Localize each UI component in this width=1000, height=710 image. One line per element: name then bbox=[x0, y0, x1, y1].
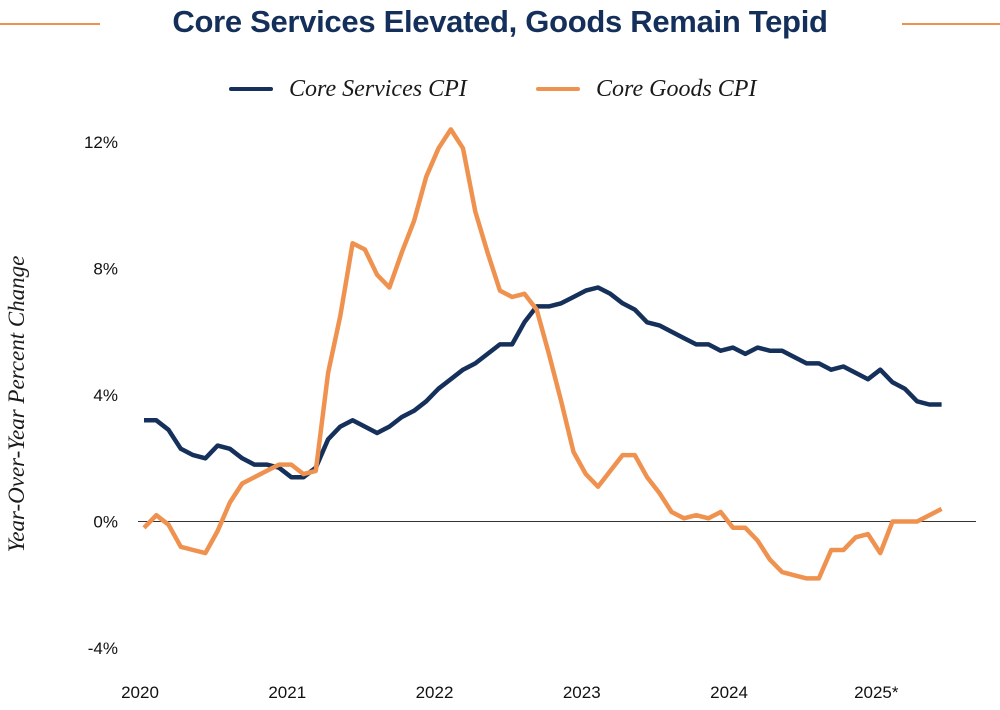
legend-swatch-core-services bbox=[229, 87, 273, 91]
chart-title: Core Services Elevated, Goods Remain Tep… bbox=[172, 4, 828, 39]
series-line-core-services-cpi bbox=[144, 285, 942, 480]
legend-swatch-core-goods bbox=[536, 87, 580, 91]
x-tick-label: 2022 bbox=[416, 683, 454, 702]
y-tick-label: 0% bbox=[93, 513, 118, 532]
x-tick-label: 2020 bbox=[121, 683, 159, 702]
legend: Core Services CPI Core Goods CPI bbox=[0, 74, 1000, 104]
title-rule-left bbox=[0, 23, 100, 25]
series-line-core-goods-cpi bbox=[142, 127, 943, 581]
x-tick-label: 2024 bbox=[710, 683, 748, 702]
x-tick-label: 2021 bbox=[268, 683, 306, 702]
title-rule-right bbox=[902, 23, 1000, 25]
y-tick-label: 4% bbox=[93, 386, 118, 405]
x-tick-label: 2023 bbox=[563, 683, 601, 702]
y-tick-label: -4% bbox=[88, 639, 118, 658]
y-tick-label: 8% bbox=[93, 260, 118, 279]
legend-item-core-services: Core Services CPI bbox=[229, 74, 467, 104]
legend-item-core-goods: Core Goods CPI bbox=[536, 74, 756, 104]
legend-label-core-goods: Core Goods CPI bbox=[596, 75, 757, 102]
y-tick-label: 12% bbox=[84, 133, 118, 152]
title-bar: Core Services Elevated, Goods Remain Tep… bbox=[0, 0, 1000, 50]
x-tick-label: 2025* bbox=[854, 683, 899, 702]
legend-label-core-services: Core Services CPI bbox=[289, 75, 467, 102]
